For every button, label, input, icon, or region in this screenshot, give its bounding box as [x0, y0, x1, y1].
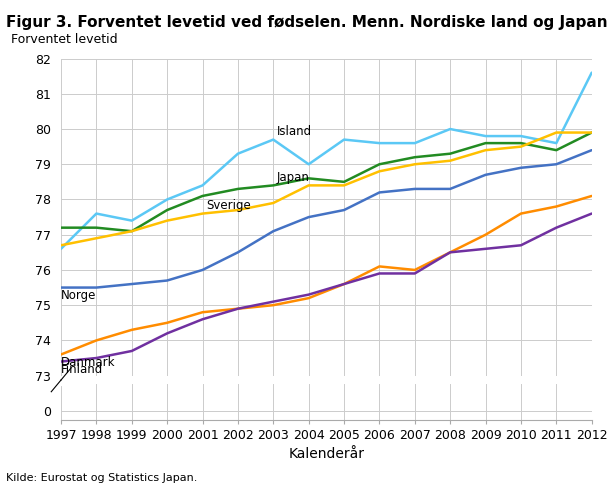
Text: Norge: Norge	[61, 289, 96, 303]
Text: Kilde: Eurostat og Statistics Japan.: Kilde: Eurostat og Statistics Japan.	[6, 473, 198, 483]
Text: Danmark: Danmark	[61, 356, 115, 369]
Text: Finland: Finland	[61, 363, 103, 376]
Text: Island: Island	[277, 125, 312, 138]
Text: Forventet levetid: Forventet levetid	[10, 33, 117, 46]
X-axis label: Kalenderår: Kalenderår	[289, 447, 364, 461]
Text: Japan: Japan	[277, 171, 310, 183]
Text: Sverige: Sverige	[206, 199, 251, 212]
Text: Figur 3. Forventet levetid ved fødselen. Menn. Nordiske land og Japan: Figur 3. Forventet levetid ved fødselen.…	[6, 15, 608, 30]
